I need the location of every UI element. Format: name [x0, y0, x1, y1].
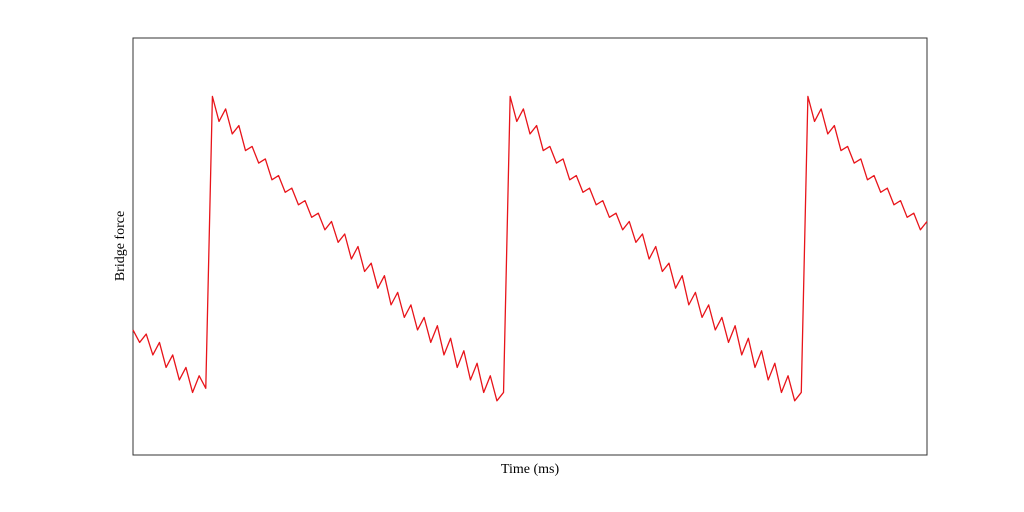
x-axis-label: Time (ms) — [501, 462, 560, 477]
data-line — [132, 95, 928, 402]
plot-frame — [132, 37, 928, 456]
y-axis-label: Bridge force — [113, 211, 128, 281]
